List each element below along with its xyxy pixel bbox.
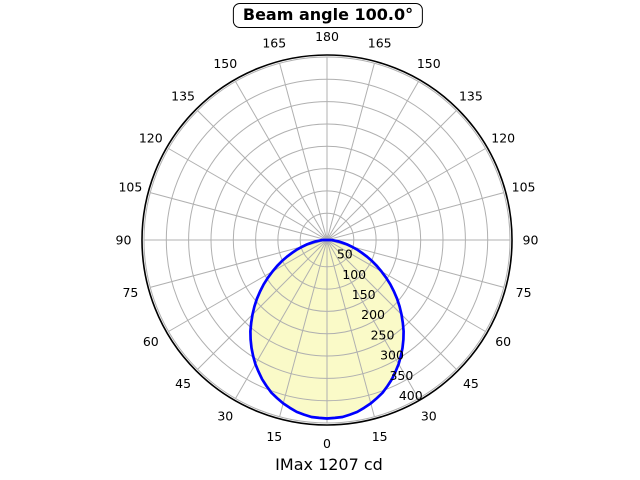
angle-tick-label: 0 — [323, 436, 331, 451]
angle-tick-label: 105 — [512, 180, 536, 195]
intensity-curve — [249, 238, 405, 420]
angle-tick-label: 30 — [421, 409, 437, 424]
radius-tick-label: 300 — [380, 348, 404, 363]
angle-tick-label: 15 — [266, 429, 282, 444]
angle-tick-label: 60 — [495, 334, 511, 349]
angle-tick-label: 165 — [262, 36, 286, 51]
angle-tick-label: 30 — [217, 409, 233, 424]
angle-tick-label: 45 — [463, 376, 479, 391]
angle-tick-label: 90 — [523, 232, 539, 247]
radius-tick-label: 150 — [352, 287, 376, 302]
radius-tick-label: 250 — [371, 328, 395, 343]
angle-tick-label: 105 — [118, 180, 142, 195]
angle-tick-label: 150 — [213, 56, 237, 71]
radius-tick-label: 200 — [361, 307, 385, 322]
angle-tick-label: 135 — [171, 88, 195, 103]
angle-tick-label: 165 — [368, 36, 392, 51]
angle-tick-label: 90 — [116, 232, 132, 247]
angle-tick-label: 120 — [491, 131, 515, 146]
angle-tick-label: 180 — [315, 29, 339, 44]
angle-tick-label: 75 — [122, 285, 138, 300]
angle-tick-label: 15 — [372, 429, 388, 444]
angle-tick-label: 150 — [417, 56, 441, 71]
radius-tick-label: 400 — [399, 388, 423, 403]
imax-caption: IMax 1207 cd — [275, 455, 383, 474]
angle-tick-label: 135 — [459, 88, 483, 103]
radius-tick-label: 100 — [342, 267, 366, 282]
angle-tick-label: 120 — [139, 131, 163, 146]
angle-tick-label: 60 — [143, 334, 159, 349]
polar-axis-circle — [141, 54, 513, 426]
angle-tick-label: 45 — [175, 376, 191, 391]
chart-title: Beam angle 100.0° — [232, 3, 424, 28]
radius-tick-label: 50 — [337, 247, 353, 262]
angle-tick-label: 75 — [516, 285, 532, 300]
radius-tick-label: 350 — [389, 368, 413, 383]
